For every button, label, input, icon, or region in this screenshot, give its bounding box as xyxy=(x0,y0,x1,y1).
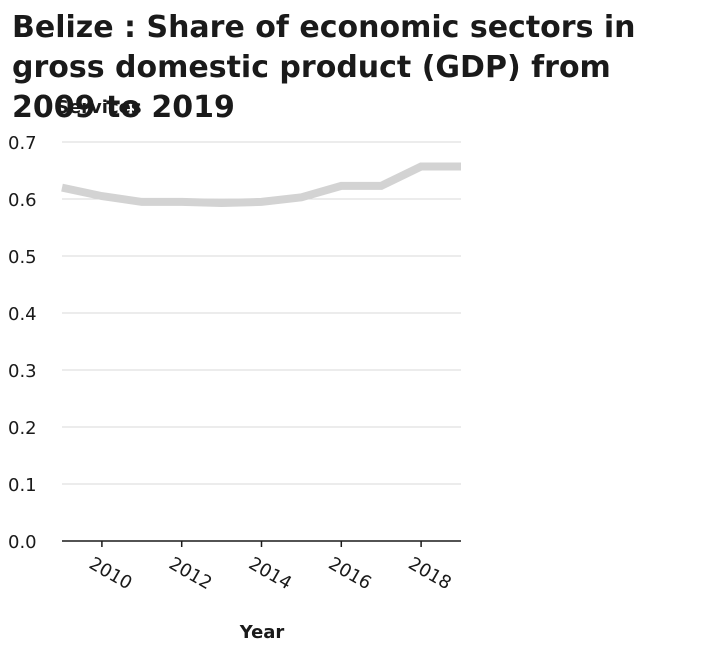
x-axis: 2010 2012 2014 2016 2018 xyxy=(62,540,461,594)
x-tick-label: 2012 xyxy=(165,553,215,594)
chart-title: Belize : Share of economic sectors in gr… xyxy=(12,10,636,125)
y-tick-label: 0.7 xyxy=(8,133,37,154)
x-tick-label: 2014 xyxy=(245,553,295,594)
x-axis-label: Year xyxy=(239,622,285,643)
y-tick-label: 0.5 xyxy=(8,247,37,268)
y-tick-label: 0.4 xyxy=(8,304,37,325)
y-tick-label: 0.6 xyxy=(8,190,37,211)
x-tick-label: 2016 xyxy=(325,553,375,594)
series-layer xyxy=(61,162,461,208)
x-tick-label: 2018 xyxy=(405,553,455,594)
y-tick-label: 0.2 xyxy=(8,418,37,439)
y-tick-label: 0.1 xyxy=(8,475,37,496)
gridlines xyxy=(62,141,461,485)
x-tick-label: 2010 xyxy=(85,553,135,594)
y-tick-label: 0.0 xyxy=(8,532,37,553)
y-axis-label: Services xyxy=(56,97,142,118)
series-line xyxy=(61,162,461,208)
y-axis-ticks: 0.0 0.1 0.2 0.3 0.4 0.5 0.6 0.7 xyxy=(8,133,37,553)
y-tick-label: 0.3 xyxy=(8,361,37,382)
